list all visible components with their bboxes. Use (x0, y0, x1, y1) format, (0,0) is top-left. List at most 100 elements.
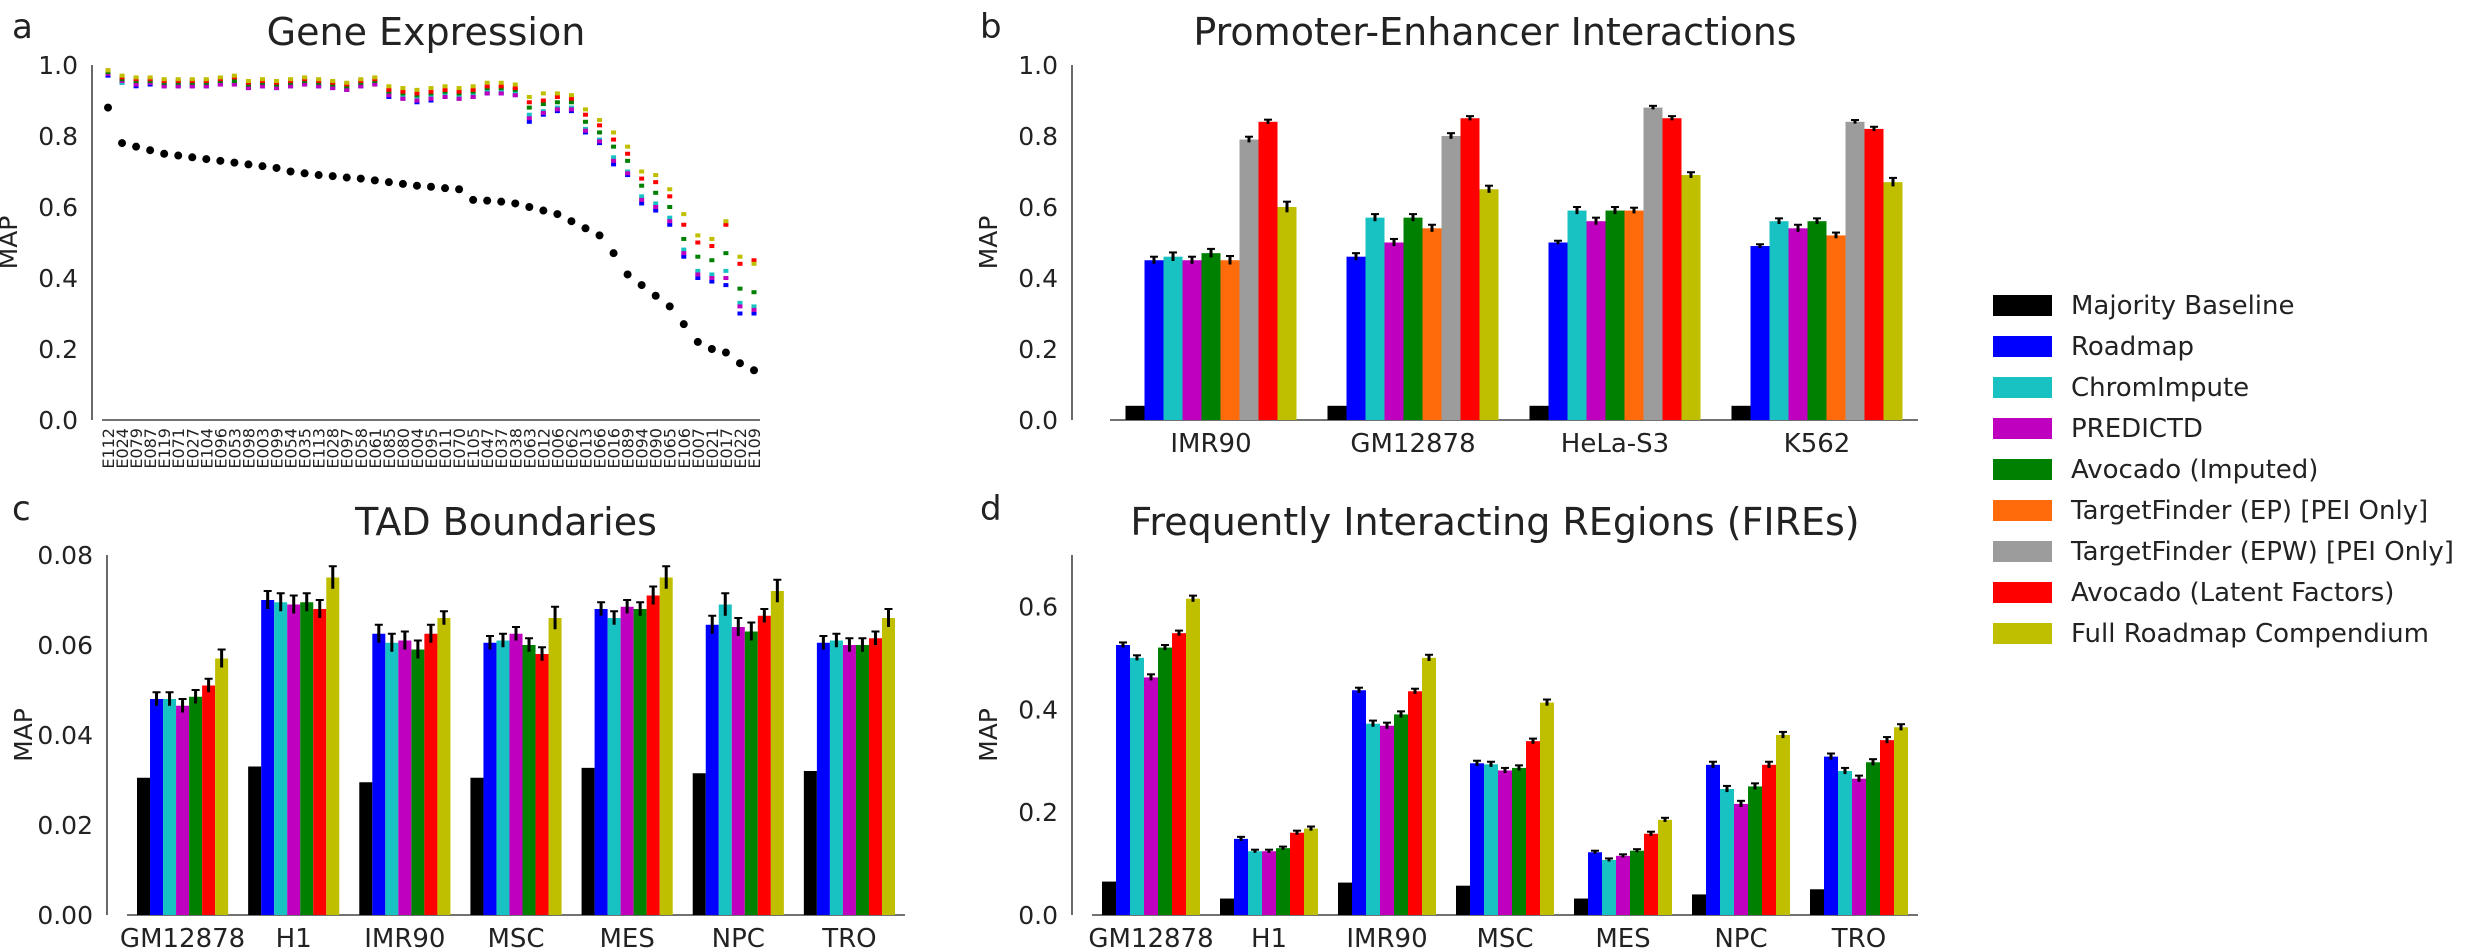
data-point (709, 236, 715, 241)
data-point (245, 78, 251, 83)
bar (1605, 210, 1625, 420)
legend-swatch (1993, 500, 2052, 521)
bar (411, 649, 425, 915)
data-point (231, 73, 237, 78)
bar (718, 604, 732, 915)
bar (1384, 242, 1404, 420)
bar (1498, 770, 1512, 915)
x-tick-label: E096 (211, 428, 230, 469)
bar (607, 618, 621, 915)
bar (1588, 852, 1602, 915)
y-axis-label: MAP (9, 708, 38, 762)
bar (202, 685, 216, 915)
bar (1807, 221, 1827, 420)
data-point (582, 128, 588, 133)
data-point (372, 82, 378, 87)
bar (1125, 405, 1145, 420)
x-tick-label: H1 (1251, 924, 1287, 949)
bar (1864, 128, 1884, 420)
data-point (526, 112, 532, 117)
bar (470, 777, 484, 915)
bar (535, 654, 549, 915)
data-point (498, 84, 504, 89)
bar (1262, 851, 1276, 915)
data-point (358, 77, 364, 82)
bar (855, 645, 869, 915)
data-point (695, 268, 701, 273)
data-point (597, 139, 603, 144)
bar (842, 645, 856, 915)
data-point (412, 181, 421, 190)
bar (1734, 803, 1748, 915)
legend-swatch (1993, 541, 2052, 562)
x-tick-label: GM12878 (120, 924, 245, 949)
legend-label: Avocado (Imputed) (2071, 455, 2318, 485)
data-point (667, 194, 673, 199)
y-tick-label: 0.6 (38, 193, 78, 222)
data-point (483, 196, 492, 205)
bar (1144, 677, 1158, 915)
data-point (414, 98, 420, 103)
bar (1826, 235, 1846, 420)
bar (385, 642, 399, 915)
x-tick-label: E047 (478, 428, 497, 469)
bar (1276, 848, 1290, 915)
bar (437, 618, 451, 915)
bar (359, 782, 373, 915)
data-point (526, 119, 532, 124)
y-tick-label: 0.06 (37, 631, 93, 660)
data-point (414, 87, 420, 92)
bar (803, 771, 817, 915)
bar (1810, 889, 1824, 915)
bar (1624, 210, 1644, 420)
legend-swatch (1993, 336, 2052, 357)
data-point (639, 201, 645, 206)
data-point (104, 103, 112, 112)
data-point (525, 203, 534, 211)
bar (1352, 690, 1366, 915)
data-point (342, 173, 351, 182)
data-point (751, 307, 757, 312)
data-point (540, 102, 546, 107)
y-tick-label: 0.00 (37, 901, 93, 930)
x-tick-label: MSC (487, 924, 544, 949)
data-point (174, 151, 183, 160)
data-point (484, 91, 490, 96)
bar (300, 602, 314, 915)
data-point (175, 77, 181, 82)
data-point (203, 77, 209, 82)
bar (1658, 819, 1672, 915)
data-point (751, 304, 757, 309)
bar (398, 640, 412, 915)
data-point (709, 272, 715, 277)
bar (1460, 118, 1480, 420)
bar (1220, 260, 1240, 420)
data-point (259, 84, 265, 89)
x-tick-label: E011 (436, 428, 455, 469)
data-point (442, 94, 448, 99)
x-tick-label: E053 (225, 428, 244, 469)
data-point (146, 146, 155, 155)
bar (1130, 657, 1144, 915)
data-point (231, 82, 237, 87)
y-axis-label: MAP (974, 216, 1003, 270)
data-point (665, 302, 674, 311)
data-point (133, 75, 139, 80)
chart-title: TAD Boundaries (354, 500, 657, 544)
bar (633, 609, 647, 915)
data-point (723, 268, 729, 273)
data-point (119, 73, 125, 78)
bar (313, 609, 327, 915)
data-point (202, 155, 211, 164)
bar (424, 633, 438, 915)
data-point (639, 169, 645, 174)
data-point (653, 190, 659, 195)
x-tick-label: GM12878 (1350, 429, 1475, 459)
data-point (625, 171, 631, 176)
x-tick-label: E022 (731, 428, 750, 469)
data-point (300, 169, 309, 178)
data-point (695, 272, 701, 277)
x-tick-label: E071 (169, 428, 188, 469)
bar (1277, 207, 1297, 420)
data-point (274, 78, 280, 83)
